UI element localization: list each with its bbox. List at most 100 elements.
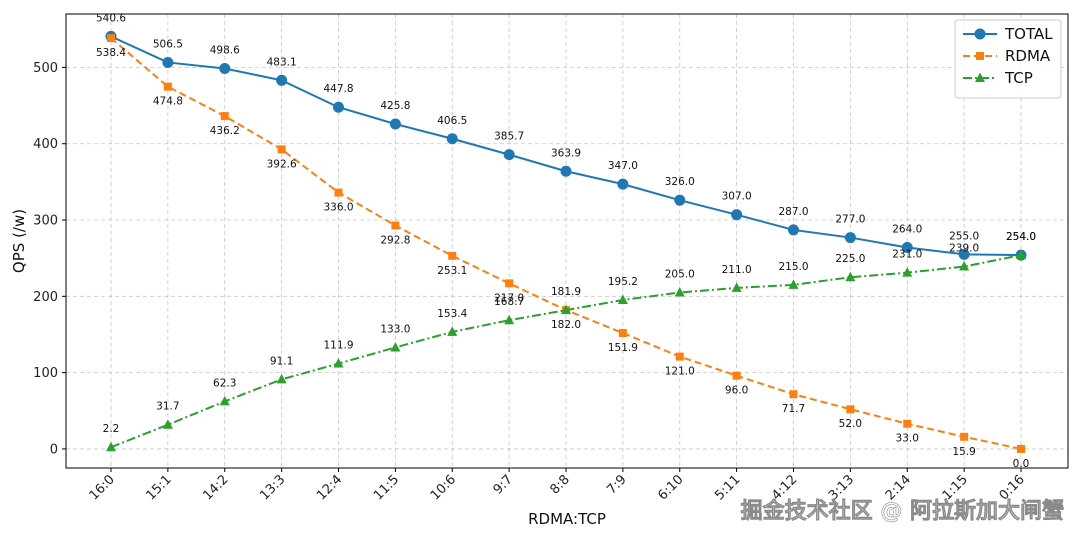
y-tick-label: 500 bbox=[33, 61, 58, 76]
series-point-rdma bbox=[107, 34, 115, 43]
series-point-total bbox=[788, 224, 799, 236]
data-label-total: 385.7 bbox=[494, 131, 524, 143]
series-point-tcp bbox=[959, 261, 970, 271]
data-label-rdma: 151.9 bbox=[608, 342, 638, 354]
series-point-tcp bbox=[276, 373, 287, 384]
series-point-total bbox=[276, 74, 288, 86]
y-tick-label: 100 bbox=[33, 366, 58, 381]
data-label-tcp: 133.0 bbox=[380, 323, 410, 335]
x-tick-label: 13:3 bbox=[257, 472, 288, 503]
y-tick-label: 0 bbox=[50, 442, 58, 457]
series-point-total bbox=[333, 101, 344, 113]
series-point-tcp bbox=[788, 279, 799, 289]
y-axis-ticks: 0 100 200 300 400 500 bbox=[33, 61, 66, 457]
series-point-total bbox=[958, 248, 970, 260]
data-label-tcp: 91.1 bbox=[270, 355, 293, 367]
data-label-rdma: 15.9 bbox=[952, 446, 975, 458]
legend-marker bbox=[974, 28, 986, 40]
series-point-rdma bbox=[960, 432, 969, 441]
series-point-total bbox=[219, 62, 231, 74]
data-label-tcp: 231.0 bbox=[892, 249, 922, 261]
legend-label-rdma: RDMA bbox=[1005, 47, 1051, 65]
data-label-total: 498.6 bbox=[210, 44, 240, 56]
data-label-total: 540.6 bbox=[96, 12, 126, 24]
series-point-tcp bbox=[333, 358, 344, 368]
data-label-tcp: 195.2 bbox=[608, 276, 638, 288]
data-label-total: 287.0 bbox=[778, 206, 808, 218]
x-tick-label: 6:10 bbox=[655, 472, 686, 503]
data-label-total: 447.8 bbox=[323, 83, 353, 95]
plot-frame bbox=[65, 13, 1069, 469]
legend-label-total: TOTAL bbox=[1004, 25, 1053, 43]
data-label-rdma: 474.8 bbox=[153, 96, 183, 108]
series-point-tcp bbox=[617, 294, 628, 304]
series-point-total bbox=[389, 118, 401, 130]
y-axis-label: QPS (/w) bbox=[10, 209, 28, 273]
series-point-tcp bbox=[561, 304, 571, 315]
series-point-rdma bbox=[618, 329, 627, 338]
series-point-rdma bbox=[448, 251, 457, 260]
data-label-rdma: 392.6 bbox=[267, 158, 297, 170]
series-point-rdma bbox=[732, 371, 741, 380]
legend-label-tcp: TCP bbox=[1004, 69, 1033, 87]
data-label-total: 425.8 bbox=[380, 100, 410, 112]
data-label-total: 307.0 bbox=[722, 191, 752, 203]
series-point-rdma bbox=[903, 419, 912, 428]
series-point-total bbox=[446, 133, 458, 145]
series-point-rdma bbox=[846, 405, 855, 414]
series-point-rdma bbox=[334, 188, 343, 197]
data-label-tcp: 239.0 bbox=[949, 243, 979, 255]
series-point-tcp bbox=[731, 282, 742, 292]
data-label-total: 277.0 bbox=[835, 214, 865, 226]
x-tick-label: 7:9 bbox=[604, 472, 629, 497]
x-tick-label: 9:7 bbox=[491, 472, 516, 497]
series-layer bbox=[105, 30, 1027, 453]
series-point-total bbox=[503, 149, 515, 161]
x-tick-label: 15:1 bbox=[143, 472, 174, 503]
data-label-total: 255.0 bbox=[949, 230, 979, 242]
data-label-tcp: 168.7 bbox=[494, 296, 524, 308]
data-label-rdma: 217.0 bbox=[494, 292, 524, 304]
data-label-rdma: 71.7 bbox=[782, 403, 805, 415]
x-tick-label: 10:6 bbox=[428, 472, 459, 503]
data-label-tcp: 215.0 bbox=[778, 261, 808, 273]
series-point-total bbox=[560, 165, 572, 177]
data-label-total: 347.0 bbox=[608, 160, 638, 172]
series-point-total bbox=[617, 178, 629, 190]
data-label-tcp: 181.9 bbox=[551, 286, 581, 298]
data-label-tcp: 153.4 bbox=[437, 308, 467, 320]
series-point-total bbox=[901, 241, 913, 253]
data-label-tcp: 62.3 bbox=[213, 377, 236, 389]
legend-marker bbox=[976, 52, 984, 60]
data-label-rdma: 33.0 bbox=[896, 433, 919, 445]
data-label-rdma: 96.0 bbox=[725, 385, 748, 397]
data-label-total: 483.1 bbox=[267, 56, 297, 68]
series-point-total bbox=[162, 56, 174, 68]
data-label-tcp: 2.2 bbox=[103, 423, 120, 435]
data-label-total: 506.5 bbox=[153, 38, 183, 50]
series-point-tcp bbox=[219, 395, 230, 406]
y-tick-label: 400 bbox=[33, 137, 58, 152]
data-label-rdma: 253.1 bbox=[437, 265, 467, 277]
y-tick-label: 200 bbox=[33, 290, 58, 305]
data-label-tcp: 254.0 bbox=[1006, 231, 1036, 243]
series-point-rdma bbox=[163, 82, 172, 91]
data-label-tcp: 211.0 bbox=[722, 264, 752, 276]
series-point-tcp bbox=[106, 441, 116, 452]
x-tick-label: 12:4 bbox=[314, 472, 345, 503]
data-label-rdma: 538.4 bbox=[96, 47, 126, 59]
x-tick-label: 5:11 bbox=[712, 472, 743, 503]
data-label-total: 264.0 bbox=[892, 223, 922, 235]
watermark: 掘金技术社区 @ 阿拉斯加大闸蟹 bbox=[741, 498, 1064, 524]
data-label-rdma: 121.0 bbox=[665, 366, 695, 378]
x-axis-label: RDMA:TCP bbox=[528, 510, 606, 528]
data-label-total: 326.0 bbox=[665, 176, 695, 188]
data-label-tcp: 225.0 bbox=[835, 253, 865, 265]
series-point-tcp bbox=[162, 419, 173, 429]
series-point-tcp bbox=[504, 314, 515, 325]
data-label-rdma: 436.2 bbox=[210, 125, 240, 137]
series-line-total bbox=[110, 35, 1022, 257]
x-tick-label: 16:0 bbox=[87, 472, 118, 503]
data-label-rdma: 0.0 bbox=[1013, 458, 1030, 470]
series-point-rdma bbox=[277, 145, 286, 154]
